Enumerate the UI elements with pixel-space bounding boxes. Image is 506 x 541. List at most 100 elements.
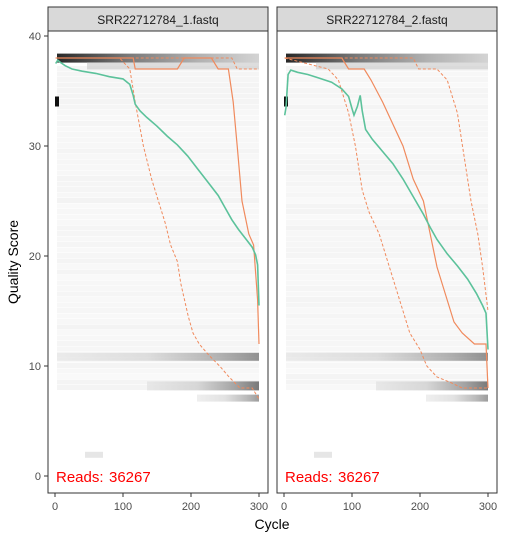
heatmap-row (57, 148, 259, 154)
x-tick-label: 200 (182, 501, 200, 513)
heatmap-row (286, 209, 488, 214)
heatmap-row (286, 203, 488, 209)
heatmap-row (57, 154, 259, 159)
heatmap-row (57, 341, 259, 346)
heatmap-row (286, 132, 488, 137)
heatmap-row (286, 181, 488, 187)
panel-border (47, 30, 269, 494)
heatmap-row (286, 159, 488, 165)
heatmap-row (286, 324, 488, 330)
quartile-75-line (284, 57, 489, 312)
heatmap-row (57, 346, 259, 352)
heatmap-row (286, 275, 488, 280)
heatmap-row (57, 82, 259, 88)
heatmap-row (57, 203, 259, 209)
heatmap-row (286, 264, 488, 269)
heatmap-row (286, 291, 488, 297)
heatmap-row (286, 335, 488, 341)
heatmap-row (57, 198, 259, 203)
mean-quality-line (55, 58, 260, 306)
heatmap-row (57, 324, 259, 330)
heatmap-row (57, 236, 259, 242)
heatmap-row (57, 165, 259, 170)
heatmap-row (57, 71, 259, 77)
heatmap-row (57, 159, 259, 165)
heatmap-row (286, 82, 488, 88)
heatmap-row (286, 220, 488, 225)
y-axis-title: Quality Score (5, 220, 21, 304)
reads-label: Reads: (285, 469, 333, 486)
heatmap-row (57, 93, 259, 99)
x-tick-label: 200 (411, 501, 429, 513)
heatmap-row (286, 308, 488, 313)
heatmap-row (57, 302, 259, 308)
heatmap-row (57, 253, 259, 258)
heatmap-row (286, 302, 488, 308)
heatmap-row (57, 181, 259, 187)
heatmap-row (286, 247, 488, 253)
heatmap-row (57, 330, 259, 335)
heatmap-row (57, 170, 259, 176)
heatmap-row (57, 313, 259, 319)
heatmap-row (286, 77, 488, 82)
heatmap-row (286, 170, 488, 176)
heatmap-row (286, 176, 488, 181)
heatmap-row (286, 253, 488, 258)
heatmap-row (57, 115, 259, 121)
heatmap-row (286, 148, 488, 154)
heatmap-row (57, 99, 259, 104)
x-tick-label: 300 (479, 501, 497, 513)
facet-strip (47, 6, 269, 32)
heatmap-row (57, 280, 259, 286)
heatmap-row (57, 121, 259, 126)
heatmap-row (286, 269, 488, 275)
heatmap-row (286, 88, 488, 93)
heatmap-band-11 (286, 352, 488, 361)
heatmap-row (286, 330, 488, 335)
quality-lines (283, 57, 489, 389)
heatmap-row (57, 258, 259, 264)
heatmap-row (286, 297, 488, 302)
quality-heatmap (55, 53, 259, 458)
heatmap-row (286, 198, 488, 203)
heatmap-row (57, 214, 259, 220)
quartile-25-line (55, 57, 260, 400)
heatmap-row (286, 93, 488, 99)
heatmap-row (57, 286, 259, 291)
heatmap-row (286, 214, 488, 220)
heatmap-row (286, 115, 488, 121)
facet-panel-read-2: SRR22712784_2.fastq Reads: 36267 0 100 2… (276, 6, 498, 513)
heatmap-row (57, 220, 259, 225)
facet-title: SRR22712784_2.fastq (326, 13, 447, 27)
heatmap-row (286, 143, 488, 148)
heatmap-row (286, 346, 488, 352)
heatmap-row (286, 137, 488, 143)
heatmap-band-7 (197, 394, 259, 402)
x-tick-label: 300 (250, 501, 268, 513)
heatmap-row (286, 99, 488, 104)
heatmap-row (286, 374, 488, 379)
x-axis: 0 100 200 300 (52, 493, 268, 513)
heatmap-row (286, 225, 488, 231)
heatmap-row (57, 77, 259, 82)
facet-panel-read-1: SRR22712784_1.fastq Reads: 36267 0 100 2… (47, 6, 269, 513)
x-tick-label: 0 (281, 501, 287, 513)
heatmap-row (286, 126, 488, 132)
heatmap-row (57, 110, 259, 115)
x-axis-title: Cycle (254, 516, 289, 532)
facet-strip (276, 6, 498, 32)
heatmap-row (286, 242, 488, 247)
median-line (284, 57, 489, 389)
heatmap-row (57, 187, 259, 192)
heatmap-row (286, 231, 488, 236)
y-tick-label: 10 (29, 361, 41, 373)
heatmap-row (57, 88, 259, 93)
heatmap-row (57, 143, 259, 148)
heatmap-row (286, 187, 488, 192)
quartile-75-line (55, 57, 259, 70)
x-tick-label: 0 (52, 501, 58, 513)
heatmap-row (286, 368, 488, 374)
heatmap-row (286, 121, 488, 126)
heatmap-row (286, 286, 488, 291)
